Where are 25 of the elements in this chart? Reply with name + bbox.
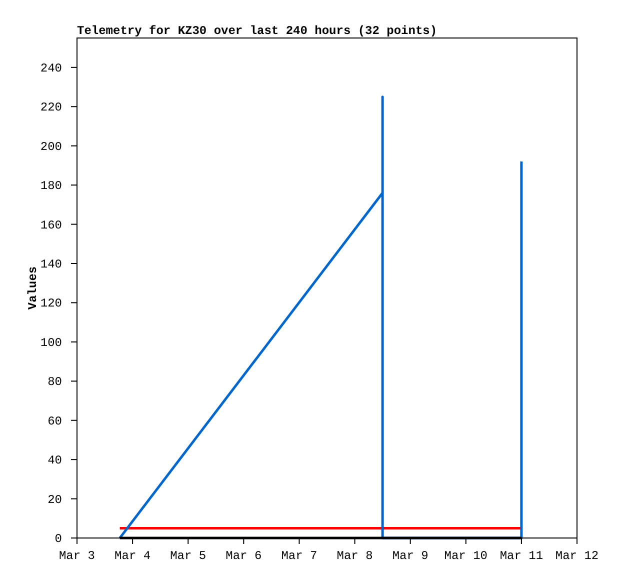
x-tick-label: Mar 6 bbox=[226, 549, 262, 563]
y-tick-label: 240 bbox=[40, 61, 62, 76]
x-tick-label: Mar 4 bbox=[114, 549, 151, 563]
y-tick-label: 40 bbox=[48, 454, 62, 468]
x-tick-label: Mar 7 bbox=[281, 549, 318, 563]
x-tick-label: Mar 12 bbox=[555, 549, 599, 563]
x-tick-label: Mar 9 bbox=[392, 549, 428, 563]
y-tick-label: 140 bbox=[40, 257, 62, 272]
x-tick-label: Mar 3 bbox=[58, 549, 96, 563]
x-tick-label: Mar 8 bbox=[336, 549, 373, 563]
y-tick-label: 100 bbox=[40, 336, 62, 350]
y-tick-label: 160 bbox=[40, 218, 62, 232]
x-tick-label: Mar 5 bbox=[170, 549, 206, 563]
x-tick-label: Mar 11 bbox=[500, 549, 544, 563]
y-tick-label: 200 bbox=[40, 140, 62, 154]
y-tick-label: 80 bbox=[48, 375, 62, 390]
y-tick-label: 60 bbox=[48, 414, 62, 428]
y-axis-title: Values bbox=[26, 266, 40, 310]
y-tick-label: 0 bbox=[54, 532, 62, 546]
y-tick-label: 180 bbox=[40, 179, 62, 194]
y-tick-label: 120 bbox=[40, 296, 62, 311]
y-tick-label: 20 bbox=[48, 492, 62, 507]
chart-title: Telemetry for KZ30 over last 240 hours (32 points) bbox=[77, 24, 438, 38]
x-tick-label: Mar 10 bbox=[444, 549, 488, 563]
y-tick-label: 220 bbox=[40, 100, 62, 115]
